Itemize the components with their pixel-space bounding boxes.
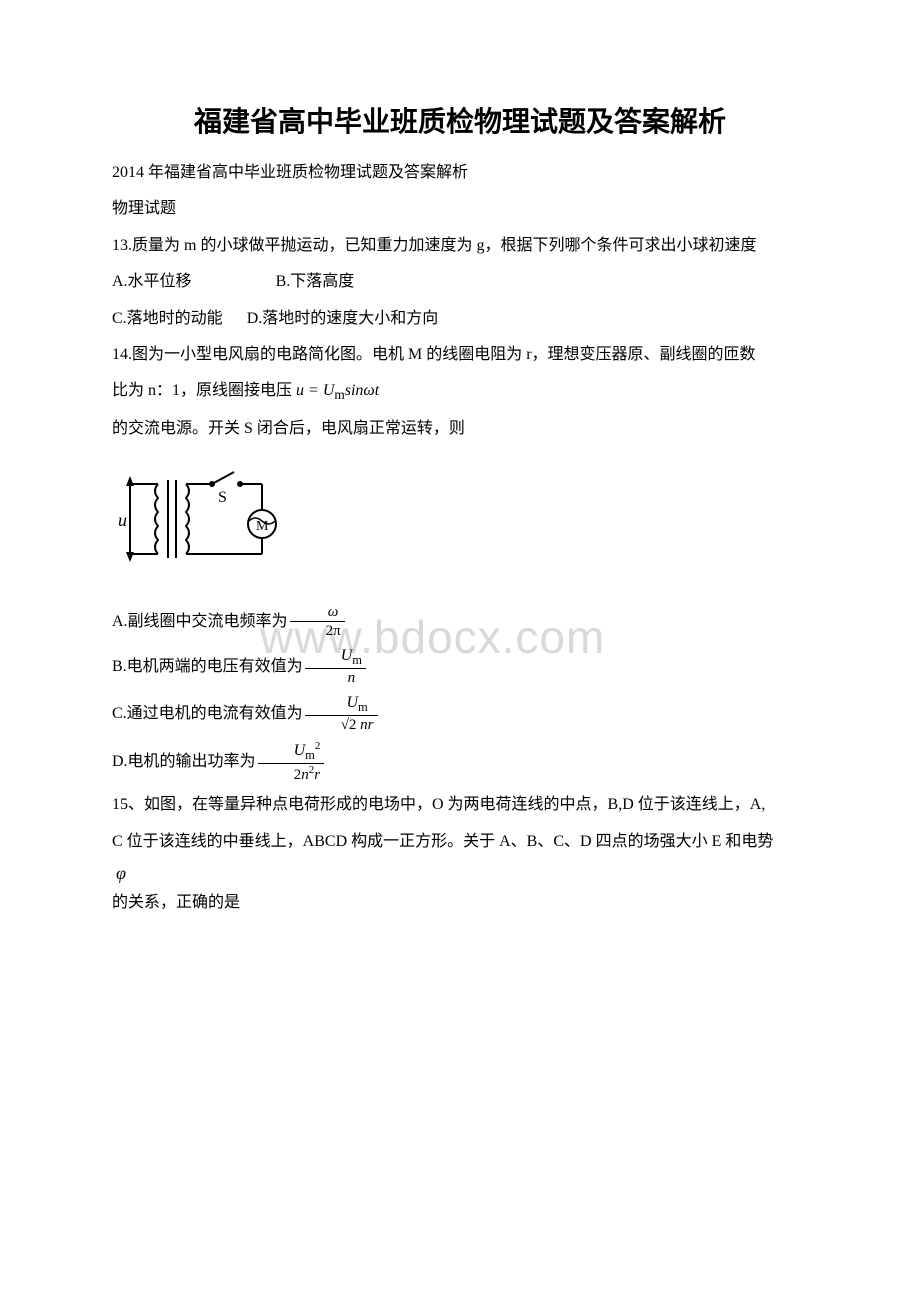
q14-formula: u = Umsinωt: [296, 382, 379, 399]
q14-a-frac: ω 2π: [290, 603, 345, 640]
q13-row-ab: A.水平位移 B.下落高度: [80, 267, 840, 297]
q14-stem: 14.图为一小型电风扇的电路简化图。电机 M 的线圈电阻为 r，理想变压器原、副…: [80, 340, 840, 370]
q14-option-d: D.电机的输出功率为 Um2 2n2r: [80, 740, 840, 784]
q13-option-c: C.落地时的动能: [112, 310, 223, 327]
q15-stem2: C 位于该连线的中垂线上，ABCD 构成一正方形。关于 A、B、C、D 四点的场…: [80, 827, 840, 857]
q15-stem1: 15、如图，在等量异种点电荷形成的电场中，O 为两电荷连线的中点，B,D 位于该…: [80, 790, 840, 820]
q14-c-frac: Um √2 nr: [305, 693, 378, 734]
q14-d-text: D.电机的输出功率为: [112, 747, 256, 777]
q14-b-frac: Um n: [305, 646, 366, 687]
page-title: 福建省高中毕业班质检物理试题及答案解析: [80, 100, 840, 140]
q14-option-c: C.通过电机的电流有效值为 Um √2 nr: [80, 693, 840, 734]
q14-post: 的交流电源。开关 S 闭合后，电风扇正常运转，则: [80, 414, 840, 444]
subject-label: 物理试题: [80, 194, 840, 224]
q15-stem3: 的关系，正确的是: [80, 888, 840, 918]
q14-pre: 比为 n：1，原线圈接电压 u = Umsinωt: [80, 376, 840, 408]
q14-formula-u: u = U: [296, 382, 334, 399]
q13-option-a: A.水平位移: [112, 273, 192, 290]
circuit-diagram: u S M: [112, 454, 840, 589]
q14-formula-sub: m: [334, 388, 344, 403]
circuit-s-label: S: [218, 489, 227, 506]
q14-b-den: n: [305, 669, 366, 687]
q14-d-frac: Um2 2n2r: [258, 740, 325, 784]
q15-phi: φ: [116, 863, 840, 884]
q13-option-b: B.下落高度: [276, 273, 355, 290]
circuit-m-label: M: [256, 519, 269, 534]
q14-formula-tail: sinωt: [345, 382, 379, 399]
q13-option-d: D.落地时的速度大小和方向: [247, 310, 439, 327]
q13-row-cd: C.落地时的动能 D.落地时的速度大小和方向: [80, 304, 840, 334]
q14-a-den: 2π: [290, 622, 345, 640]
circuit-u-label: u: [118, 510, 127, 530]
q14-option-b: B.电机两端的电压有效值为 Um n: [80, 646, 840, 687]
document-content: 福建省高中毕业班质检物理试题及答案解析 2014 年福建省高中毕业班质检物理试题…: [80, 100, 840, 918]
q14-pre-text: 比为 n：1，原线圈接电压: [112, 382, 292, 399]
q14-option-a: A.副线圈中交流电频率为 ω 2π: [80, 603, 840, 640]
q14-a-num: ω: [290, 603, 345, 622]
q13-stem: 13.质量为 m 的小球做平抛运动，已知重力加速度为 g，根据下列哪个条件可求出…: [80, 231, 840, 261]
q14-b-text: B.电机两端的电压有效值为: [112, 652, 303, 682]
q14-a-text: A.副线圈中交流电频率为: [112, 607, 288, 637]
q14-c-text: C.通过电机的电流有效值为: [112, 699, 303, 729]
subtitle-year: 2014 年福建省高中毕业班质检物理试题及答案解析: [80, 158, 840, 188]
